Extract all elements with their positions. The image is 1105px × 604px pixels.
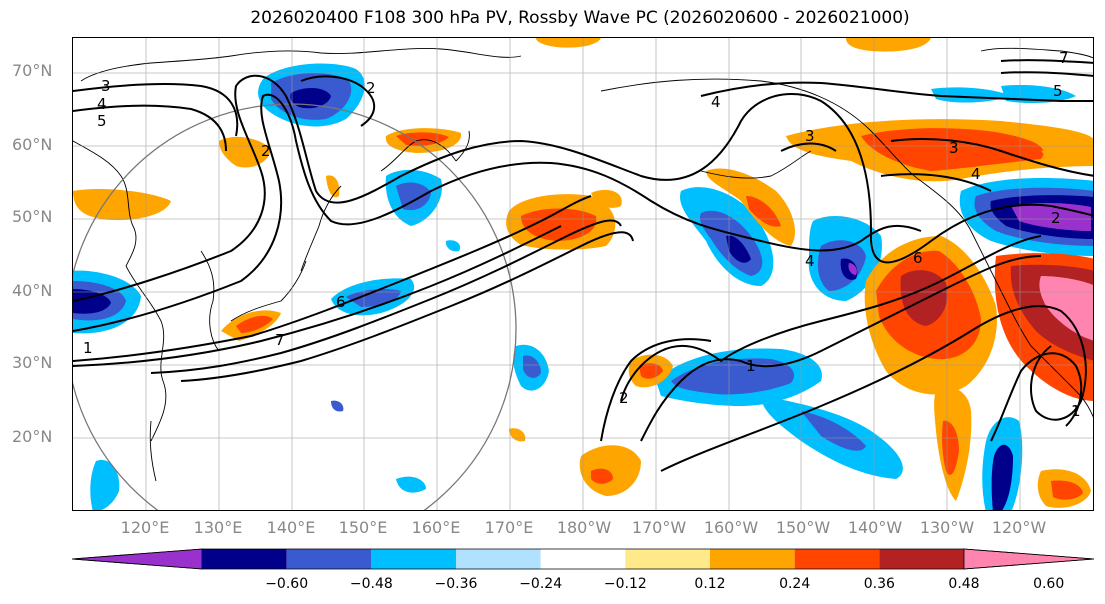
colorbar-segment	[286, 549, 372, 569]
colorbar-tick-label: −0.60	[265, 576, 309, 592]
contour-label: 4	[971, 165, 981, 183]
lat-label-70: 70°N	[12, 61, 53, 80]
lon-label-170w: 170°W	[631, 518, 687, 537]
contour-label: 1	[83, 339, 93, 357]
colorbar-tick-label: 0.24	[779, 576, 811, 592]
contour-label: 1	[746, 357, 756, 375]
contour-label: 4	[97, 95, 107, 113]
colorbar-segment	[963, 548, 1095, 570]
colorbar-segment	[71, 548, 203, 570]
pv-contours	[73, 59, 1093, 472]
colorbar-tick-label: 0.36	[863, 576, 895, 592]
contour-label: 5	[1053, 82, 1063, 100]
contour-label: 2	[1051, 209, 1061, 227]
contour-label: 4	[805, 252, 815, 270]
colorbar-segment	[879, 549, 964, 569]
colorbar-tick-label: −0.48	[349, 576, 393, 592]
colorbar-tick-label: 0.60	[1033, 576, 1065, 592]
lon-label-180w: 180°W	[556, 518, 612, 537]
contour-label: 2	[261, 142, 271, 160]
contour-label: 5	[97, 112, 107, 130]
lat-label-30: 30°N	[12, 353, 53, 372]
contour-label: 3	[101, 77, 111, 95]
map-panel: 4 5 3 2 6 7 1 4 3 4 2 1 6 5 7 3 4 2 1 2	[72, 37, 1094, 511]
map-title: 2026020400 F108 300 hPa PV, Rossby Wave …	[250, 8, 910, 28]
contour-label: 2	[619, 389, 629, 407]
colorbar-segment	[202, 549, 287, 569]
colorbar-segment	[710, 549, 795, 569]
gridlines	[73, 38, 1093, 510]
lon-label-120e: 120°E	[120, 518, 170, 537]
lat-label-60: 60°N	[12, 135, 53, 154]
lon-label-140w: 140°W	[847, 518, 903, 537]
contour-label: 4	[711, 93, 721, 111]
colorbar-segment	[456, 549, 541, 569]
colorbar-segment	[625, 549, 710, 569]
contour-label: 3	[949, 139, 959, 157]
contour-label: 3	[805, 127, 815, 145]
contour-label: 6	[913, 249, 923, 267]
contour-label: 2	[366, 79, 376, 97]
lon-label-150w: 150°W	[775, 518, 831, 537]
lon-label-140e: 140°E	[266, 518, 316, 537]
colorbar-tick-label: −0.36	[434, 576, 478, 592]
colorbar-tick-label: −0.12	[603, 576, 647, 592]
anomaly-shading	[73, 38, 1093, 510]
contour-label: 7	[1059, 49, 1069, 67]
contour-label: 1	[1071, 402, 1081, 420]
lon-label-160w: 160°W	[703, 518, 759, 537]
contour-label: 7	[275, 331, 285, 349]
lon-label-170e: 170°E	[484, 518, 534, 537]
lon-label-150e: 150°E	[338, 518, 388, 537]
colorbar	[71, 548, 1095, 570]
lat-label-20: 20°N	[12, 427, 53, 446]
lon-label-130e: 130°E	[193, 518, 243, 537]
lat-label-40: 40°N	[12, 281, 53, 300]
colorbar-segment	[371, 549, 456, 569]
lon-label-120w: 120°W	[991, 518, 1047, 537]
contour-label: 6	[336, 293, 346, 311]
lon-label-130w: 130°W	[919, 518, 975, 537]
colorbar-tick-label: 0.12	[694, 576, 726, 592]
colorbar-segment	[794, 549, 880, 569]
map-canvas: 4 5 3 2 6 7 1 4 3 4 2 1 6 5 7 3 4 2 1 2	[73, 38, 1093, 510]
colorbar-segment	[540, 549, 626, 569]
reference-circle	[73, 103, 517, 510]
lat-label-50: 50°N	[12, 207, 53, 226]
colorbar-tick-label: −0.24	[519, 576, 563, 592]
lon-label-160e: 160°E	[411, 518, 461, 537]
colorbar-tick-label: 0.48	[948, 576, 980, 592]
